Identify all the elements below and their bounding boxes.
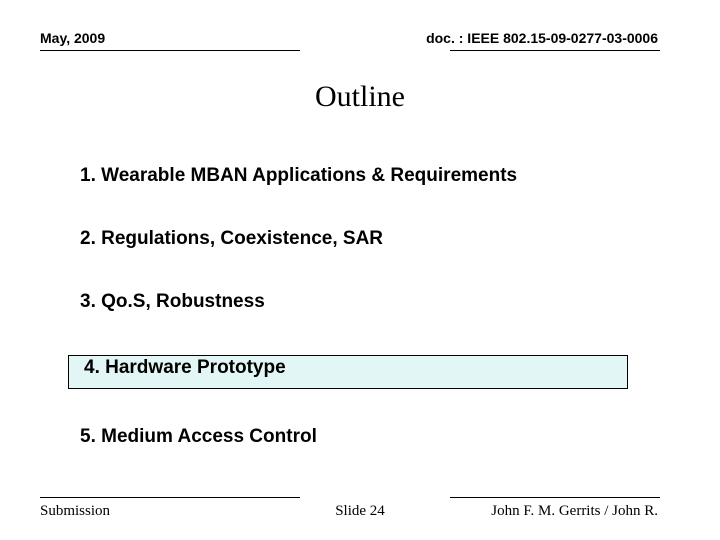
header-rule-right — [450, 50, 660, 51]
footer-rule-left — [40, 497, 300, 498]
outline-item-1: 1. Wearable MBAN Applications & Requirem… — [80, 165, 670, 188]
slide: May, 2009 doc. : IEEE 802.15-09-0277-03-… — [0, 0, 720, 540]
slide-title: Outline — [0, 80, 720, 114]
footer-rule-right — [450, 497, 660, 498]
outline-item-3: 3. Qo.S, Robustness — [80, 291, 670, 314]
footer-right: John F. M. Gerrits / John R. — [491, 503, 658, 520]
outline-item-4: 4. Hardware Prototype — [80, 351, 670, 386]
outline-item-5: 5. Medium Access Control — [80, 426, 670, 449]
header-docref: doc. : IEEE 802.15-09-0277-03-0006 — [426, 30, 658, 46]
outline-list: 1. Wearable MBAN Applications & Requirem… — [80, 165, 670, 449]
outline-item-2: 2. Regulations, Coexistence, SAR — [80, 228, 670, 251]
header-date: May, 2009 — [40, 30, 105, 46]
header-rule-left — [40, 50, 300, 51]
